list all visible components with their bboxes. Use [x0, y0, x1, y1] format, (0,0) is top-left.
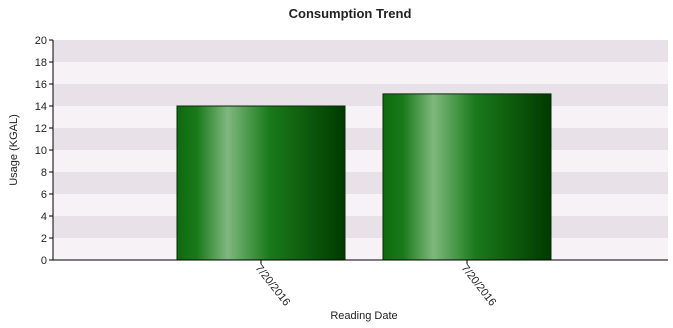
- chart-title: Consumption Trend: [289, 6, 412, 21]
- y-tick-group: 0 2 4 6 8 10 12 14 16 18 20: [35, 35, 53, 267]
- y-tick-label: 18: [35, 57, 47, 69]
- y-axis-label: Usage (KGAL): [8, 114, 20, 186]
- y-tick-label: 14: [35, 101, 47, 113]
- x-tick-label: 7/20/2016: [459, 262, 499, 308]
- y-tick-label: 2: [41, 233, 47, 245]
- bar-2: [382, 93, 552, 261]
- y-tick-label: 0: [41, 255, 47, 267]
- grid-band: [53, 238, 668, 260]
- grid-band: [53, 106, 668, 128]
- y-tick-label: 20: [35, 35, 47, 47]
- bars-group: [176, 93, 552, 261]
- grid-bands: [53, 40, 668, 260]
- grid-band: [53, 194, 668, 216]
- y-tick-label: 10: [35, 145, 47, 157]
- grid-band: [53, 216, 668, 238]
- bar-1: [176, 105, 346, 261]
- x-tick-label: 7/20/2016: [253, 262, 293, 308]
- grid-band: [53, 128, 668, 150]
- x-tick-group: 7/20/2016 7/20/2016: [253, 260, 499, 308]
- y-tick-label: 16: [35, 79, 47, 91]
- grid-band: [53, 150, 668, 172]
- y-tick-label: 4: [41, 211, 47, 223]
- grid-band: [53, 40, 668, 62]
- y-tick-label: 6: [41, 189, 47, 201]
- grid-band: [53, 172, 668, 194]
- x-axis-label: Reading Date: [330, 310, 397, 322]
- grid-band: [53, 84, 668, 106]
- y-tick-label: 12: [35, 123, 47, 135]
- grid-band: [53, 62, 668, 84]
- y-tick-label: 8: [41, 167, 47, 179]
